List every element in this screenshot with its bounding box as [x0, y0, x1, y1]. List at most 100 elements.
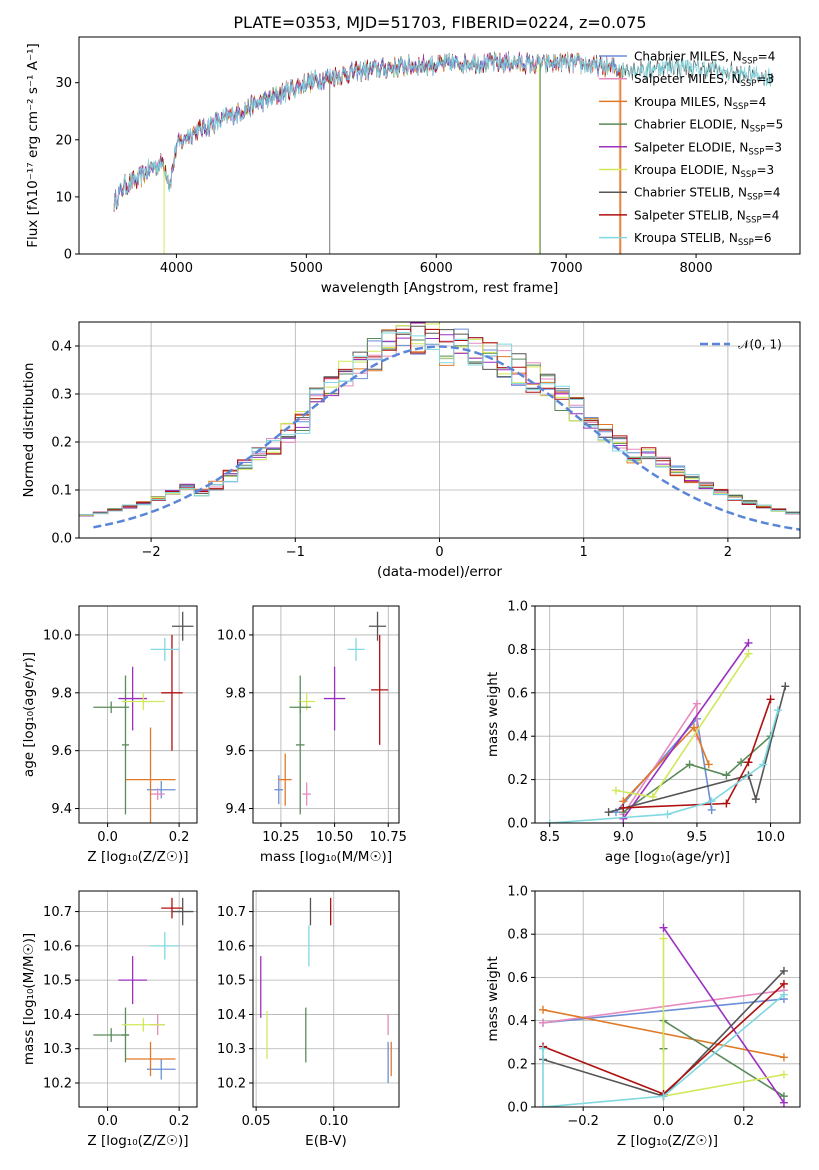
weight-marker: [539, 1005, 548, 1014]
x-tick-label: 4000: [160, 261, 193, 276]
weight-marker: [722, 771, 731, 780]
x-axis-label: (data-model)/error: [377, 564, 503, 580]
y-tick-label: 20: [55, 133, 72, 148]
y-tick-label: 0.3: [51, 388, 72, 403]
x-tick-label: 6000: [420, 261, 453, 276]
Z-age-points: [93, 611, 194, 823]
age-weight-lines: [545, 638, 790, 823]
x-tick-label: 0: [435, 545, 443, 560]
gaussian-curve: [93, 345, 800, 531]
weight-marker: [539, 1044, 548, 1053]
weight-marker: [659, 923, 668, 932]
x-tick-label: 8.5: [539, 830, 560, 845]
EBV-mass-points: [260, 897, 392, 1083]
weight-marker: [707, 805, 716, 814]
weight-marker: [751, 795, 760, 804]
y-tick-label: 0.2: [507, 773, 528, 788]
y-tick-label: 0.6: [507, 686, 528, 701]
weight-marker: [766, 695, 775, 704]
x-tick-label: 5000: [290, 261, 323, 276]
x-tick-label: 10.75: [370, 830, 407, 845]
x-tick-label: −0.2: [567, 1114, 599, 1129]
x-tick-label: 0.0: [97, 830, 118, 845]
y-tick-label: 10.4: [217, 1008, 246, 1023]
legend-label: Kroupa STELIB, NSSP=6: [634, 231, 772, 248]
weight-marker: [779, 979, 788, 988]
legend-label: Salpeter ELODIE, NSSP=3: [634, 140, 782, 157]
weight-marker: [779, 990, 788, 999]
y-tick-label: 0.4: [51, 340, 72, 355]
weight-marker: [659, 1092, 668, 1101]
y-tick-label: 0.4: [507, 730, 528, 745]
legend-label: Kroupa ELODIE, NSSP=3: [634, 163, 774, 180]
residual-hists: [79, 322, 800, 531]
spectrum-line: [113, 52, 620, 254]
weight-marker: [737, 758, 746, 767]
axes-frame: [252, 605, 400, 824]
y-tick-label: 9.6: [225, 744, 246, 759]
weight-marker: [539, 1103, 548, 1107]
x-tick-label: 8000: [680, 261, 713, 276]
weight-marker: [744, 638, 753, 647]
weight-marker: [692, 699, 701, 708]
weight-marker: [648, 792, 657, 801]
spectrum-line: [113, 52, 774, 211]
y-tick-label: 10.3: [217, 1042, 246, 1057]
weight-marker: [545, 819, 554, 823]
x-tick-label: 10.25: [262, 830, 299, 845]
weight-marker: [781, 682, 790, 691]
x-axis-label: wavelength [Angstrom, rest frame]: [321, 280, 559, 296]
y-tick-label: 0.1: [51, 484, 72, 499]
legend-label: 𝒩(0, 1): [738, 338, 782, 352]
y-tick-label: 10.2: [43, 1077, 72, 1092]
Z-weight-lines: [539, 923, 788, 1107]
y-tick-label: 10.7: [43, 905, 72, 920]
x-tick-label: −1: [286, 545, 305, 560]
axes-frame: [534, 605, 801, 824]
weight-marker: [744, 649, 753, 658]
y-tick-label: 0.0: [507, 817, 528, 832]
y-tick-label: 9.8: [51, 686, 72, 701]
y-tick-label: 10.7: [217, 905, 246, 920]
y-axis-label: Flux [fλ10⁻¹⁷ erg cm⁻² s⁻¹ A⁻¹]: [25, 43, 41, 248]
weight-marker: [779, 1098, 788, 1107]
x-tick-label: 0.10: [319, 1114, 348, 1129]
y-tick-label: 0.2: [507, 1057, 528, 1072]
x-tick-label: 9.5: [687, 830, 708, 845]
x-axis-label: mass [log₁₀(M/M☉)]: [260, 849, 392, 865]
spectrum-lines: [113, 51, 774, 254]
y-tick-label: 0.4: [507, 1014, 528, 1029]
weight-marker: [779, 1070, 788, 1079]
weight-marker: [773, 706, 782, 715]
weight-marker: [539, 1018, 548, 1027]
weight-marker: [663, 810, 672, 819]
mass-age-panel: 10.25 10.50 10.75 9.4 9.6 9.8 10.0 mass [log₁₀(…: [217, 605, 407, 865]
weight-marker: [744, 758, 753, 767]
residuals-panel: −2 −1 0 1 2 0.0 0.1 0.2 0.3 0.4 (data-model)/error…: [21, 321, 801, 580]
EBV-mass-panel: 0.05 0.10 10.2 10.3 10.4 10.5 10.6 10.7 E(B-V): [217, 890, 400, 1149]
legend-label: Salpeter STELIB, NSSP=4: [634, 208, 779, 225]
legend-label: Chabrier ELODIE, NSSP=5: [634, 118, 783, 135]
mass-age-points: [274, 611, 389, 815]
weight-line: [542, 994, 785, 1107]
x-tick-label: 7000: [550, 261, 583, 276]
y-tick-label: 10.5: [217, 974, 246, 989]
y-tick-label: 0: [64, 248, 72, 263]
weight-line: [622, 642, 750, 820]
y-tick-label: 10.6: [217, 939, 246, 954]
y-tick-label: 0.8: [507, 928, 528, 943]
y-tick-label: 10.4: [43, 1008, 72, 1023]
Z-mass-panel: 0.0 0.2 10.2 10.3 10.4 10.5 10.6 10.7 Z [log₁₀(Z…: [21, 890, 198, 1149]
weight-marker: [690, 723, 698, 732]
x-axis-label: age [log₁₀(age/yr)]: [605, 849, 730, 865]
y-tick-label: 10.6: [43, 939, 72, 954]
x-tick-label: 0.2: [733, 1114, 754, 1129]
y-tick-label: 10.2: [217, 1077, 246, 1092]
weight-marker: [604, 808, 613, 817]
x-tick-label: 9.0: [613, 830, 634, 845]
axes-frame: [534, 890, 801, 1108]
y-axis-label: mass weight: [485, 956, 501, 1041]
axes-frame: [78, 605, 198, 824]
weight-marker: [619, 803, 628, 812]
